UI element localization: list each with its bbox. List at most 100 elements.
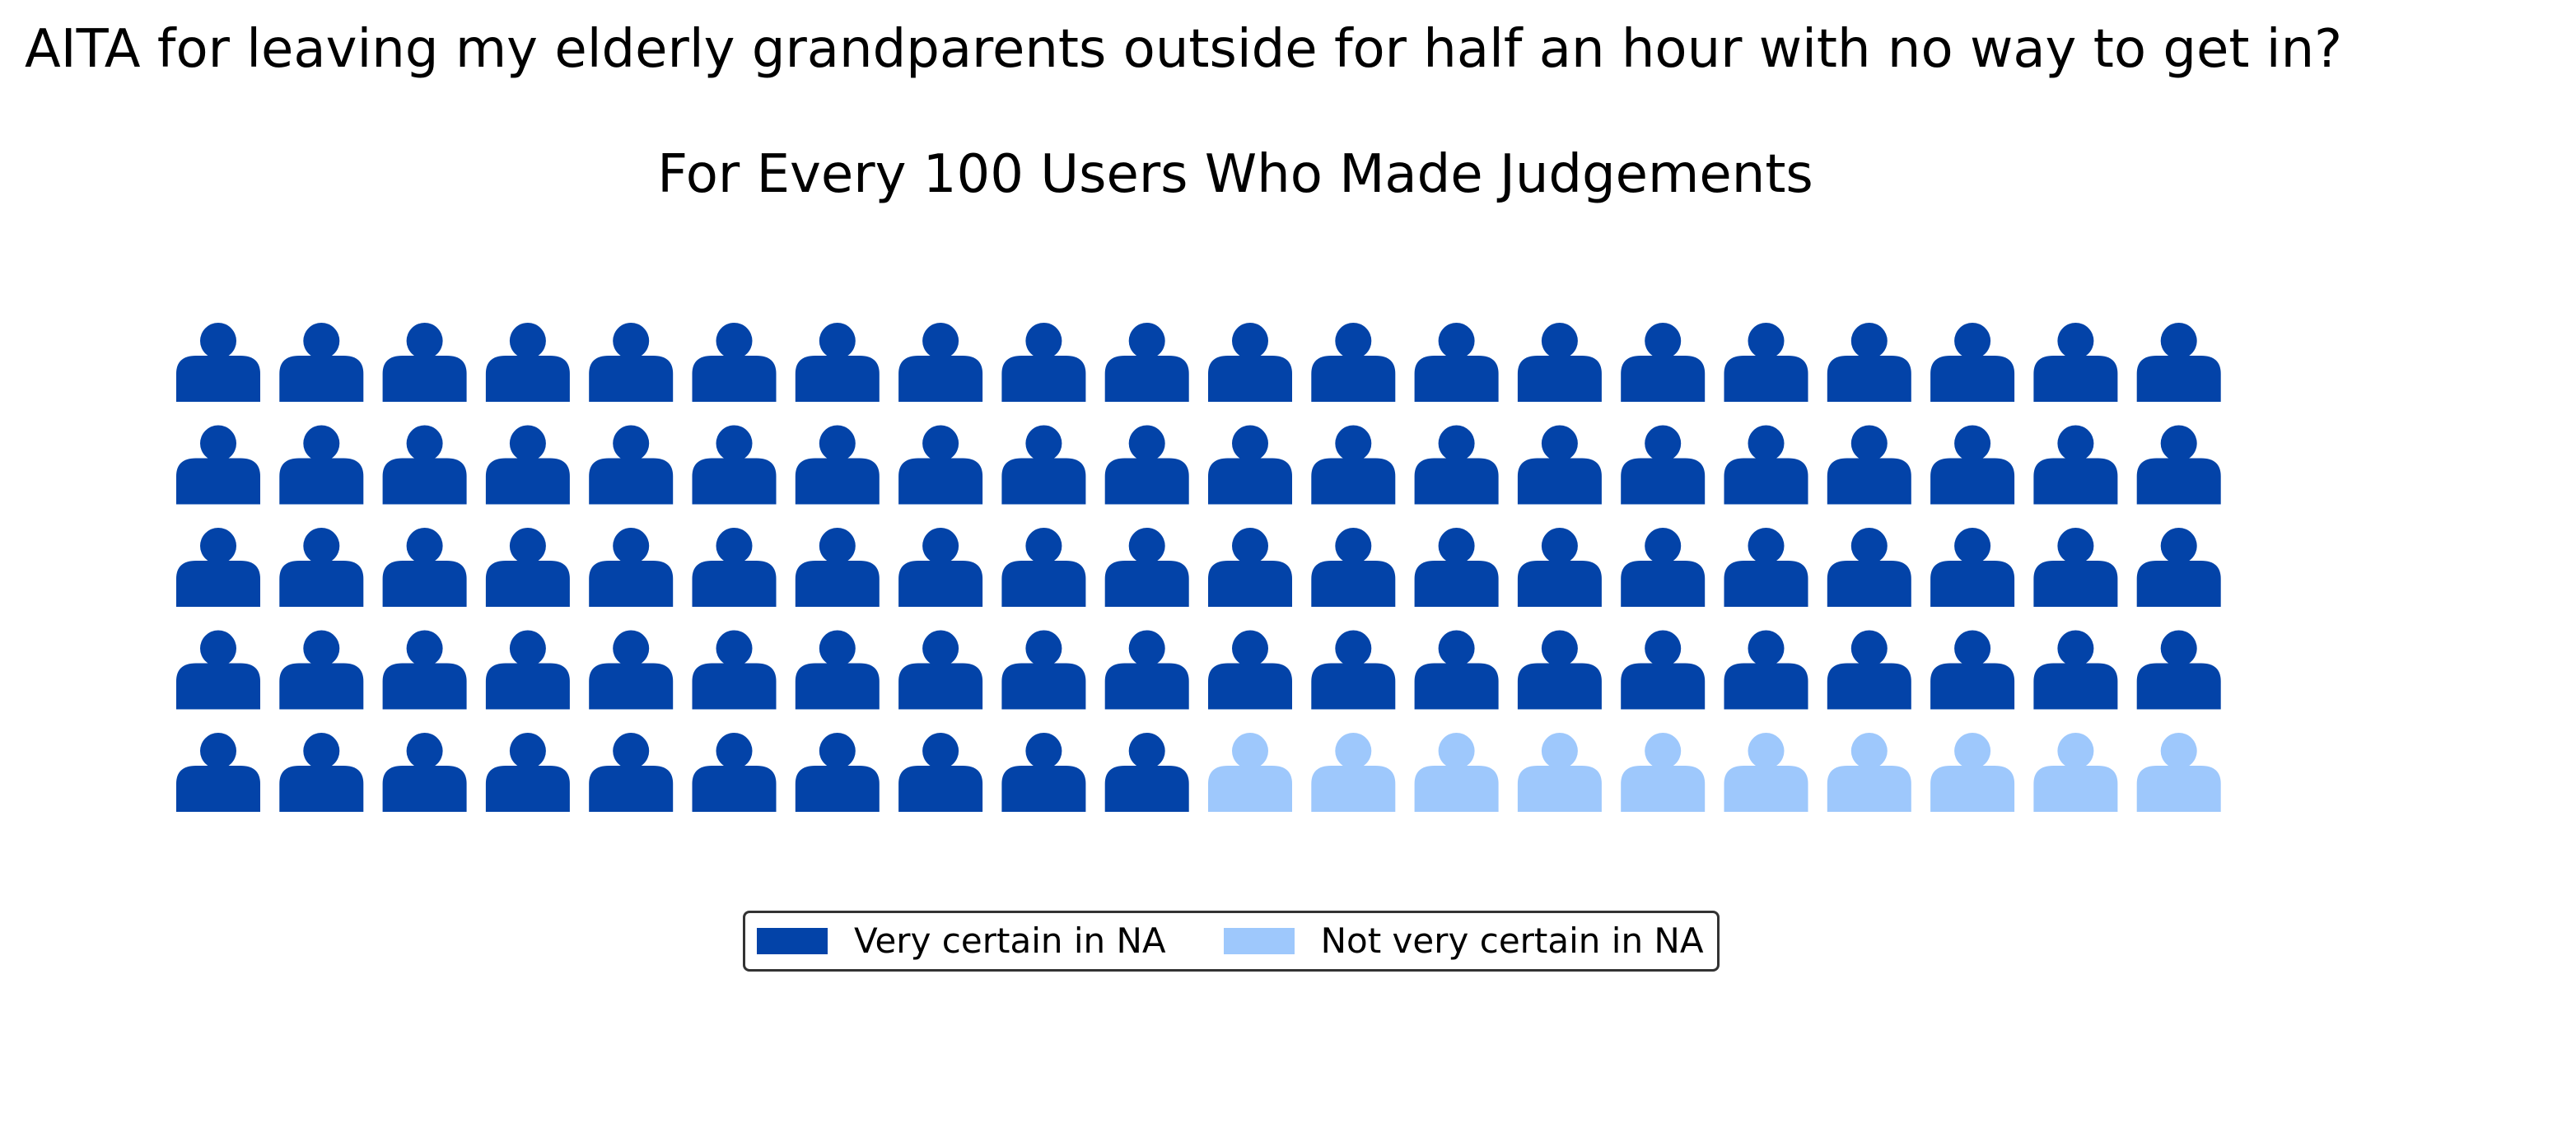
person-icon: [2136, 425, 2221, 505]
person-icon: [1930, 630, 2015, 710]
person-icon: [795, 733, 880, 812]
person-icon: [795, 323, 880, 402]
person-icon: [692, 323, 777, 402]
person-icon: [279, 323, 364, 402]
person-icon: [2033, 630, 2118, 710]
person-icon: [279, 630, 364, 710]
person-icon: [2136, 528, 2221, 607]
person-icon: [279, 733, 364, 812]
person-icon: [2033, 733, 2118, 812]
person-icon: [1517, 425, 1602, 505]
person-icon: [2136, 630, 2221, 710]
legend-swatch-very-certain: [757, 928, 828, 954]
person-icon: [589, 733, 674, 812]
person-icon: [279, 425, 364, 505]
person-icon: [1104, 733, 1189, 812]
person-icon: [485, 323, 570, 402]
person-icon: [176, 425, 260, 505]
person-icon: [1827, 425, 1911, 505]
person-icon: [2033, 425, 2118, 505]
person-icon: [1414, 733, 1499, 812]
person-icon: [176, 528, 260, 607]
person-icon: [1414, 528, 1499, 607]
person-icon: [898, 425, 983, 505]
person-icon: [2136, 733, 2221, 812]
person-icon: [1621, 630, 1706, 710]
chart-title: AITA for leaving my elderly grandparents…: [25, 19, 2343, 80]
person-icon: [1724, 528, 1808, 607]
person-icon: [898, 630, 983, 710]
person-icon: [485, 630, 570, 710]
person-icon: [176, 630, 260, 710]
person-icon: [795, 425, 880, 505]
person-icon: [1311, 630, 1396, 710]
person-icon: [1827, 630, 1911, 710]
legend: Very certain in NA Not very certain in N…: [743, 911, 1720, 972]
person-icon: [589, 323, 674, 402]
person-icon: [1001, 425, 1086, 505]
person-icon: [1621, 323, 1706, 402]
person-icon: [898, 323, 983, 402]
person-icon: [382, 323, 467, 402]
person-icon: [898, 528, 983, 607]
person-icon: [1208, 630, 1292, 710]
person-icon: [1208, 323, 1292, 402]
person-icon: [485, 528, 570, 607]
person-icon: [176, 323, 260, 402]
person-icon: [1414, 425, 1499, 505]
person-icon: [589, 630, 674, 710]
person-icon: [279, 528, 364, 607]
person-icon: [1930, 733, 2015, 812]
person-icon: [1621, 425, 1706, 505]
person-icon: [1621, 528, 1706, 607]
person-icon: [382, 733, 467, 812]
person-icon: [1001, 733, 1086, 812]
person-icon: [1104, 528, 1189, 607]
person-icon: [485, 425, 570, 505]
person-icon: [2033, 323, 2118, 402]
person-icon: [1001, 630, 1086, 710]
person-icon: [1311, 323, 1396, 402]
legend-item-very-certain: Very certain in NA: [757, 921, 1166, 962]
person-icon: [1414, 630, 1499, 710]
person-icon: [1724, 323, 1808, 402]
legend-item-not-very-certain: Not very certain in NA: [1223, 921, 1704, 962]
person-icon: [795, 630, 880, 710]
person-icon: [1001, 528, 1086, 607]
person-icon: [589, 425, 674, 505]
person-icon: [898, 733, 983, 812]
person-icon: [692, 528, 777, 607]
person-icon: [1621, 733, 1706, 812]
legend-label-very-certain: Very certain in NA: [854, 921, 1166, 961]
person-icon: [485, 733, 570, 812]
person-icon: [1104, 323, 1189, 402]
person-icon: [1414, 323, 1499, 402]
chart-subtitle: For Every 100 Users Who Made Judgements: [657, 144, 1813, 205]
person-icon: [382, 630, 467, 710]
person-icon: [1104, 630, 1189, 710]
person-icon: [692, 733, 777, 812]
person-icon: [2033, 528, 2118, 607]
person-icon: [1930, 425, 2015, 505]
person-icon: [1001, 323, 1086, 402]
person-icon: [1827, 323, 1911, 402]
person-icon: [2136, 323, 2221, 402]
person-icon: [1930, 323, 2015, 402]
person-icon: [1724, 425, 1808, 505]
person-icon: [1517, 528, 1602, 607]
person-icon: [1724, 630, 1808, 710]
person-icon: [1517, 733, 1602, 812]
person-icon: [1311, 425, 1396, 505]
person-icon: [589, 528, 674, 607]
person-icon: [1930, 528, 2015, 607]
person-icon: [176, 733, 260, 812]
legend-label-not-very-certain: Not very certain in NA: [1320, 921, 1704, 961]
person-icon: [1827, 733, 1911, 812]
person-icon: [1311, 733, 1396, 812]
person-icon: [382, 528, 467, 607]
person-icon: [1724, 733, 1808, 812]
person-icon: [1311, 528, 1396, 607]
person-icon: [795, 528, 880, 607]
person-icon: [1104, 425, 1189, 505]
